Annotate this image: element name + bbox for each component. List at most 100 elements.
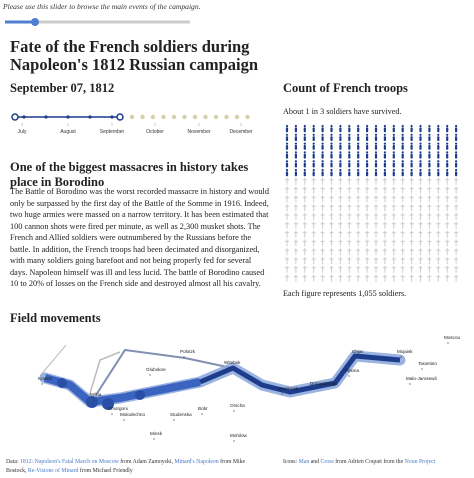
figure-alive-head (357, 142, 360, 145)
link[interactable]: Man (298, 459, 310, 465)
figure-cross (427, 177, 432, 185)
figure-alive-head (285, 124, 289, 128)
figure-cross (285, 177, 289, 185)
figure-cross (400, 213, 405, 220)
figure-alive-head (419, 151, 422, 154)
figure-cross (436, 274, 441, 282)
figure-cross (293, 257, 298, 264)
city-dot (41, 383, 43, 385)
link[interactable]: Noun Project (404, 459, 436, 465)
figure-cross (293, 239, 298, 247)
figure-alive-head (303, 160, 306, 163)
figure-alive-head (392, 160, 395, 163)
figure-alive-head (312, 142, 315, 145)
figure-cross (418, 265, 423, 273)
timeline-event (213, 114, 219, 120)
figure-cross (356, 221, 361, 229)
figure-alive-head (401, 133, 404, 136)
figure-cross (320, 239, 325, 247)
figure-cross (302, 204, 307, 212)
link[interactable]: 1812: Napoleon's Fatal March on Moscow (20, 459, 119, 465)
figure-alive-head (455, 124, 458, 128)
current-date: September 07, 1812 (10, 81, 115, 95)
figure-cross (400, 274, 405, 282)
figure-cross (374, 221, 378, 229)
figure-cross (338, 265, 343, 273)
figure-alive-head (401, 124, 404, 128)
figure-alive-body (303, 127, 306, 133)
figure-alive-head (294, 133, 297, 136)
figure-alive-head (348, 151, 351, 154)
figure-cross (311, 230, 316, 238)
figure-alive-head (437, 168, 440, 172)
figure-alive-head (446, 133, 449, 136)
figure-alive-head (285, 160, 289, 163)
timeline-event (182, 114, 187, 120)
figure-alive-head (366, 142, 369, 145)
link[interactable]: Cross (320, 459, 334, 465)
figure-cross (302, 195, 307, 203)
figure-alive-body (312, 171, 315, 177)
figure-alive-body (455, 162, 458, 168)
figure-cross (374, 274, 378, 282)
figure-cross (382, 195, 387, 203)
city-label: Smolensk (278, 386, 299, 391)
figure-cross (391, 195, 396, 203)
figure-alive-head (446, 142, 449, 145)
city-dot (149, 374, 151, 376)
city-label: Malo-Jarosewli (406, 376, 437, 381)
figure-cross (409, 248, 414, 256)
city-dot (233, 440, 235, 442)
link[interactable]: Minard's Napoleon (174, 459, 219, 465)
figure-alive-body (401, 136, 404, 141)
figure-alive-head (410, 124, 413, 128)
figure-cross (374, 186, 378, 194)
figure-cross (436, 265, 441, 273)
figure-alive-body (410, 145, 413, 150)
figure-cross (302, 265, 307, 273)
figure-cross (436, 239, 441, 247)
figure-cross (302, 248, 307, 256)
figure-cross (356, 213, 361, 220)
slider-knob[interactable] (31, 18, 39, 26)
figure-cross (302, 274, 307, 282)
figure-alive-body (339, 171, 342, 177)
figure-alive-body (321, 153, 324, 159)
figure-alive-body (321, 171, 324, 177)
figure-cross (382, 248, 387, 256)
figure-alive-body (294, 145, 297, 150)
city-label: Dorogobouge (310, 381, 338, 386)
figure-cross (320, 265, 325, 273)
figure-cross (391, 221, 396, 229)
figure-alive-head (428, 133, 431, 136)
text: from Adam Zamoyski, (120, 459, 173, 465)
timeline-event (129, 114, 135, 120)
timeline-event (161, 114, 166, 120)
figure-alive-head (366, 168, 369, 172)
figure-cross (347, 248, 352, 256)
figure-cross (454, 265, 459, 273)
figure-cross (320, 177, 325, 185)
figure-cross (409, 274, 414, 282)
figure-alive-body (383, 153, 386, 159)
timeline-event (245, 114, 250, 120)
figure-alive-body (357, 145, 360, 150)
link[interactable]: Re-Visions of Minard (27, 468, 79, 474)
figure-cross (320, 195, 325, 203)
figure-cross (285, 257, 289, 264)
figure-alive-body (312, 127, 315, 133)
figure-cross (356, 195, 361, 203)
city-label: Mohilow (230, 433, 248, 438)
figure-alive-head (374, 151, 378, 154)
city-dot (281, 393, 283, 395)
figure-cross (329, 213, 334, 220)
figure-alive-body (383, 136, 386, 141)
figure-cross (347, 239, 352, 247)
city-dot (93, 399, 95, 401)
figure-cross (418, 257, 423, 264)
figure-cross (409, 221, 414, 229)
timeline-months: July August September October November Decemb… (18, 123, 253, 135)
footer-icons: Icons: Man and Cross from Adrien Coquet … (283, 458, 473, 467)
figure-cross (427, 230, 432, 238)
